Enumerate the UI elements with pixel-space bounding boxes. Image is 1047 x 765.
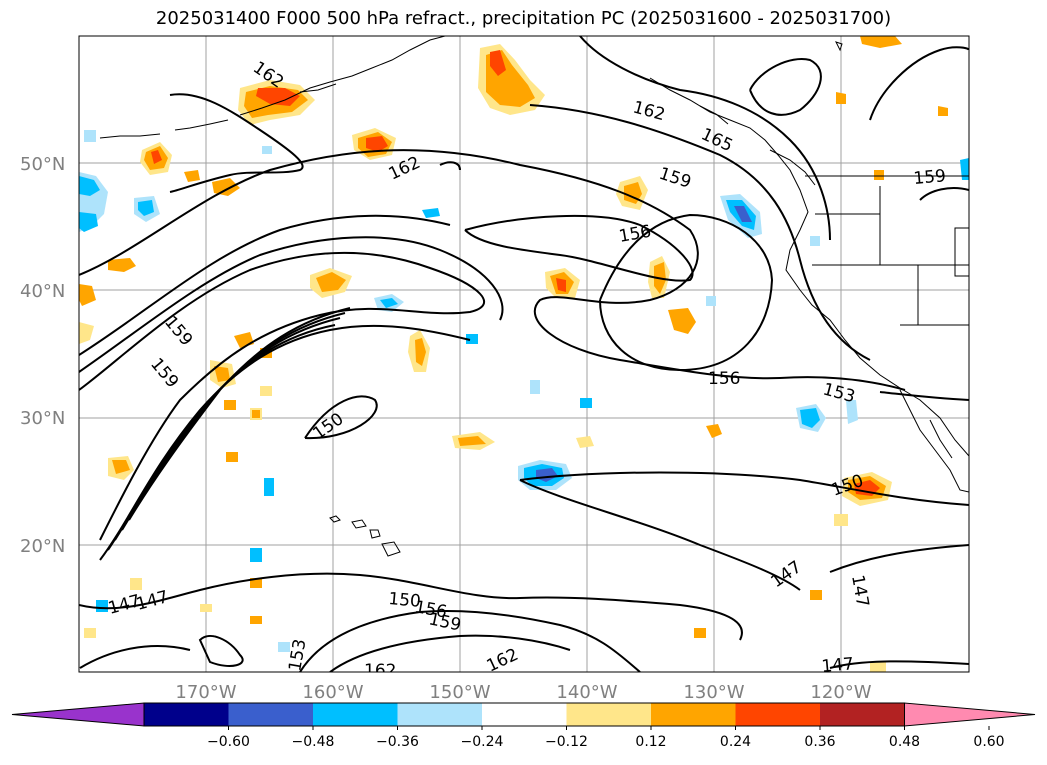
colorbar-segment xyxy=(144,703,229,726)
contour-label: 156 xyxy=(708,369,740,389)
colorbar-segment xyxy=(566,703,651,726)
contour-label: 150 xyxy=(388,589,422,612)
colorbar-outline xyxy=(143,702,905,727)
lon-label: 140°W xyxy=(556,682,617,703)
lat-label: 30°N xyxy=(20,408,65,429)
lat-label: 50°N xyxy=(20,154,65,175)
lon-label: 120°W xyxy=(810,682,871,703)
colorbar-segment xyxy=(820,703,905,726)
colorbar-tick-label: −0.12 xyxy=(545,734,588,750)
contour-label: 147 xyxy=(821,654,855,677)
colorbar-tick-label: 0.60 xyxy=(973,734,1004,750)
positive-patches xyxy=(79,36,948,672)
map-area xyxy=(79,36,969,672)
colorbar-segment xyxy=(313,703,398,726)
negative-patches xyxy=(79,130,969,652)
contour-label: 162 xyxy=(364,661,396,681)
colorbar-segment xyxy=(397,703,482,726)
colorbar-tick-label: −0.24 xyxy=(461,734,504,750)
colorbar-tick-label: −0.60 xyxy=(207,734,250,750)
lon-label: 150°W xyxy=(429,682,490,703)
colorbar-segment xyxy=(482,703,567,726)
map-title: 2025031400 F000 500 hPa refract., precip… xyxy=(155,8,892,29)
latitude-labels: 50°N 40°N 30°N 20°N xyxy=(20,154,65,557)
lon-label: 160°W xyxy=(302,682,363,703)
colorbar-tick-label: 0.36 xyxy=(804,734,835,750)
lat-label: 40°N xyxy=(20,281,65,302)
colorbar-segment xyxy=(228,703,313,726)
longitude-labels: 170°W 160°W 150°W 140°W 130°W 120°W xyxy=(175,682,871,703)
map-frame xyxy=(78,35,970,673)
colorbar-segment xyxy=(651,703,736,726)
lon-label: 130°W xyxy=(683,682,744,703)
lon-label: 170°W xyxy=(175,682,236,703)
colorbar-tick-label: −0.48 xyxy=(292,734,335,750)
colorbar-tick-label: 0.24 xyxy=(720,734,751,750)
lat-label: 20°N xyxy=(20,536,65,557)
refractivity-contours xyxy=(79,36,969,672)
colorbar-tick-label: 0.12 xyxy=(635,734,666,750)
colorbar-extend-high xyxy=(904,702,1036,727)
contour-label: 159 xyxy=(913,166,947,189)
colorbar-extend-low xyxy=(11,702,145,727)
colorbar-tick-label: 0.48 xyxy=(889,734,920,750)
colorbar-tick-label: −0.36 xyxy=(376,734,419,750)
colorbar: −0.60 −0.48 −0.36 −0.24 −0.12 0.12 0.24 0.36 0.4… xyxy=(11,702,1036,750)
precip-patches xyxy=(79,36,969,672)
colorbar-segment xyxy=(735,703,820,726)
